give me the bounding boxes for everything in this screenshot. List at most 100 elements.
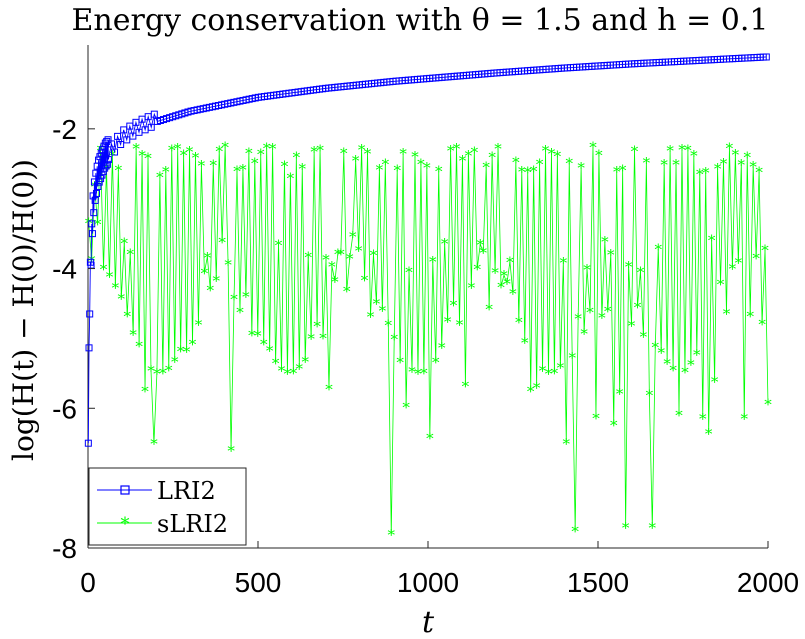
data-point-slri2: * (536, 156, 544, 174)
data-point-slri2: * (224, 256, 232, 274)
data-point-slri2: * (296, 360, 304, 378)
data-point-slri2: * (307, 330, 315, 348)
x-tick-label: 2000 (737, 567, 799, 598)
data-point-slri2: * (432, 354, 440, 372)
data-point-slri2: * (426, 430, 434, 448)
data-point-slri2: * (325, 381, 333, 399)
data-point-slri2: * (515, 314, 523, 332)
data-point-slri2: * (471, 144, 479, 162)
data-point-lri2 (123, 136, 131, 144)
data-point-slri2: * (129, 326, 137, 344)
data-point-slri2: * (331, 273, 339, 291)
data-point-slri2: * (723, 305, 731, 323)
data-point-slri2: * (512, 154, 520, 172)
data-point-slri2: * (589, 139, 597, 157)
data-point-slri2: * (221, 138, 229, 156)
data-point-slri2: * (147, 362, 155, 380)
data-point-slri2: * (112, 279, 120, 297)
data-point-slri2: * (533, 379, 541, 397)
data-point-slri2: * (429, 253, 437, 271)
data-point-slri2: * (337, 245, 345, 263)
data-point-slri2: * (571, 523, 579, 541)
data-point-slri2: * (390, 330, 398, 348)
data-point-slri2: * (239, 161, 247, 179)
data-point-slri2: * (118, 290, 126, 308)
data-point-slri2: * (720, 155, 728, 173)
data-point-slri2: * (94, 215, 102, 233)
data-point-slri2: * (482, 159, 490, 177)
data-point-slri2: * (266, 342, 274, 360)
data-point-slri2: * (702, 164, 710, 182)
data-point-slri2: * (272, 355, 280, 373)
data-point-slri2: * (207, 282, 215, 300)
data-point-slri2: * (518, 163, 526, 181)
data-point-slri2: * (506, 254, 514, 272)
data-point-lri2 (150, 110, 158, 118)
y-tick-label: -4 (52, 254, 77, 285)
data-point-slri2: * (708, 232, 716, 250)
x-tick-label: 0 (80, 567, 96, 598)
data-point-slri2: * (474, 260, 482, 278)
data-point-slri2: * (126, 245, 134, 263)
data-point-slri2: * (465, 147, 473, 165)
data-point-slri2: * (153, 365, 161, 383)
data-point-slri2: * (583, 261, 591, 279)
data-point-slri2: * (669, 362, 677, 380)
data-point-lri2 (90, 209, 98, 217)
data-point-slri2: * (212, 272, 220, 290)
data-point-slri2: * (738, 156, 746, 174)
x-ticks: 0 500 1000 1500 2000 (80, 541, 799, 598)
data-point-slri2: * (634, 299, 642, 317)
x-tick-label: 1000 (397, 567, 459, 598)
data-point-slri2: * (135, 338, 143, 356)
data-point-slri2: * (168, 142, 176, 160)
data-point-lri2 (762, 53, 770, 61)
data-point-slri2: * (699, 410, 707, 428)
data-point-slri2: * (649, 519, 657, 537)
data-point-slri2: * (414, 365, 422, 383)
data-point-slri2: * (192, 149, 200, 167)
data-point-slri2: * (752, 249, 760, 267)
data-point-slri2: * (545, 365, 553, 383)
data-point-slri2: * (278, 362, 286, 380)
data-point-slri2: * (450, 297, 458, 315)
data-point-slri2: * (215, 143, 223, 161)
data-point-lri2 (111, 148, 119, 156)
data-point-slri2: * (349, 228, 357, 246)
data-point-slri2: * (690, 147, 698, 165)
legend-label-slri2: sLRI2 (157, 510, 228, 538)
data-point-slri2: * (577, 159, 585, 177)
data-point-slri2: * (299, 160, 307, 178)
data-point-slri2: * (254, 327, 262, 345)
data-point-slri2: * (693, 346, 701, 364)
data-point-slri2: * (115, 162, 123, 180)
data-point-slri2: * (735, 254, 743, 272)
data-point-slri2: * (230, 290, 238, 308)
data-point-slri2: * (106, 268, 114, 286)
data-point-slri2: * (423, 159, 431, 177)
data-point-slri2: * (758, 315, 766, 333)
series-lri2 (84, 53, 770, 447)
data-point-slri2: * (554, 148, 562, 166)
series-slri2: ****************************************… (85, 138, 772, 544)
data-point-slri2: * (355, 242, 363, 260)
data-point-slri2: * (610, 417, 618, 435)
data-point-slri2: * (150, 435, 158, 453)
data-point-slri2: * (269, 140, 277, 158)
data-point-slri2: * (652, 338, 660, 356)
data-point-slri2: * (263, 140, 271, 158)
data-point-slri2: * (663, 355, 671, 373)
data-point-slri2: * (479, 244, 487, 262)
data-point-slri2: * (542, 142, 550, 160)
chart-title: Energy conservation with θ = 1.5 and h =… (72, 3, 769, 38)
data-point-slri2: * (399, 145, 407, 163)
data-point-lri2 (93, 189, 100, 197)
data-point-slri2: * (251, 155, 259, 173)
data-point-slri2: * (370, 246, 378, 264)
data-point-slri2: * (165, 362, 173, 380)
data-point-slri2: * (726, 139, 734, 157)
data-point-slri2: * (376, 161, 384, 179)
data-point-slri2: * (123, 307, 131, 325)
data-point-slri2: * (637, 263, 645, 281)
legend: LRI2 * sLRI2 (88, 467, 247, 546)
